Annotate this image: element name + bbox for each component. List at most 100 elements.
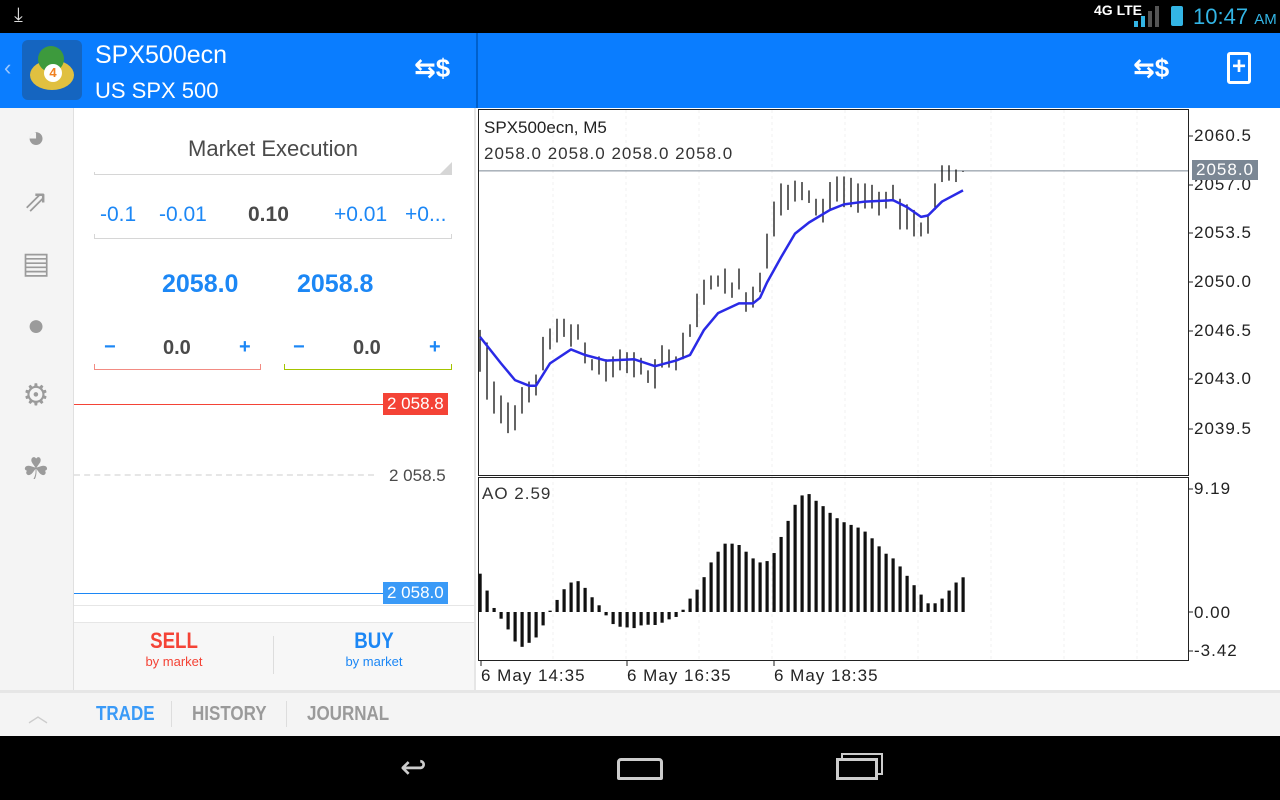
x-tick: 6 May 16:35 (627, 666, 732, 685)
ao-bar (576, 581, 580, 612)
volume-step-minus-0.01[interactable]: -0.01 (159, 203, 207, 226)
ao-bar (940, 598, 944, 612)
ao-y-tick: -3.42 (1194, 641, 1238, 660)
ao-panel-frame (478, 477, 1189, 661)
ao-bar (793, 504, 797, 612)
buy-label: BUY (354, 628, 394, 653)
volume-step-minus-0.1[interactable]: -0.1 (100, 203, 137, 226)
recent-apps-icon[interactable] (836, 758, 878, 780)
ao-bar (534, 612, 538, 638)
ao-bar (800, 495, 804, 612)
ao-bar (702, 577, 706, 612)
ao-bar (884, 553, 888, 612)
ask-line-label: 2 058.8 (383, 393, 448, 415)
current-price-label: 2058.0 (1192, 160, 1258, 180)
ao-bar (646, 612, 650, 625)
signal-icon (1134, 5, 1162, 27)
sell-label: SELL (150, 628, 198, 653)
mt4-logo-icon[interactable]: 4 (22, 40, 82, 100)
ao-bar (933, 603, 937, 612)
trade-dollar-icon[interactable]: ⇆$ (414, 53, 451, 83)
ao-bar (730, 543, 734, 612)
ao-bar (611, 612, 615, 625)
community-icon[interactable]: ☘ (22, 453, 50, 486)
ao-bar (492, 607, 496, 612)
app-bar: ‹ 4 SPX500ecn US SPX 500 ⇆$ ⇆$ + (0, 33, 1280, 108)
tp-plus-button[interactable]: + (429, 336, 441, 358)
bid-price: 2058.0 (162, 270, 239, 298)
y-tick: 2039.5 (1194, 419, 1252, 438)
ao-bar (653, 612, 657, 625)
network-icon: 4G LTE (1094, 2, 1142, 18)
tp-minus-button[interactable]: − (293, 336, 305, 358)
ao-bar (695, 589, 699, 612)
moving-average-line (479, 189, 964, 387)
ao-bar (751, 558, 755, 612)
symbol-description: US SPX 500 (95, 78, 219, 103)
buy-sublabel: by market (345, 654, 403, 669)
news-icon[interactable]: ▤ (21, 247, 51, 280)
ao-bar (723, 543, 727, 612)
back-icon[interactable]: ↩ (400, 749, 427, 785)
tab-journal[interactable]: JOURNAL (307, 703, 390, 725)
ao-bar (590, 597, 594, 612)
stop-loss-field[interactable]: 0.0 (163, 337, 191, 359)
ao-bar (583, 587, 587, 612)
ao-bar (660, 612, 664, 623)
chart-svg (478, 109, 1193, 666)
ao-bar (527, 612, 531, 643)
ao-bar (856, 527, 860, 612)
mid-line (74, 474, 374, 476)
chat-icon[interactable]: ● (26, 309, 46, 342)
ohlc-readout: 2058.0 2058.0 2058.0 2058.0 (484, 144, 734, 163)
new-order-icon[interactable]: + (1227, 52, 1251, 84)
ao-bar (506, 612, 510, 630)
ao-bar (667, 612, 671, 620)
take-profit-field[interactable]: 0.0 (353, 337, 381, 359)
volume-field[interactable]: 0.10 (248, 203, 289, 226)
ao-bar (849, 524, 853, 612)
tab-history[interactable]: HISTORY (192, 703, 267, 725)
ao-bar (814, 500, 818, 612)
home-icon[interactable] (617, 758, 663, 780)
volume-step-plus-0.1[interactable]: +0... (405, 203, 447, 226)
symbol-title: SPX500ecn (95, 41, 228, 69)
ao-bar (709, 562, 713, 612)
ao-bar (681, 609, 685, 612)
ao-bar (898, 566, 902, 612)
ao-bar (597, 605, 601, 612)
sl-minus-button[interactable]: − (104, 336, 116, 358)
tab-trade[interactable]: TRADE (96, 703, 155, 725)
sl-plus-button[interactable]: + (239, 336, 251, 358)
mid-line-label: 2 058.5 (389, 466, 446, 485)
ao-bar (632, 612, 636, 629)
buy-button[interactable]: BUY by market (274, 628, 474, 688)
ao-bar (618, 612, 622, 627)
navigation-bar: ↩ (0, 736, 1280, 800)
ao-bar (772, 553, 776, 612)
trade-dollar-icon-right[interactable]: ⇆$ (1133, 53, 1170, 83)
sell-button[interactable]: SELL by market (74, 628, 274, 688)
back-chevron-icon[interactable]: ‹ (4, 55, 12, 80)
ao-bar (961, 577, 965, 612)
y-tick: 2053.5 (1194, 223, 1252, 242)
quotes-icon[interactable]: ◕ (26, 121, 46, 154)
chart-area[interactable]: SPX500ecn, M5 2058.0 2058.0 2058.0 2058.… (476, 108, 1280, 690)
trade-icon[interactable]: ⇗ (23, 185, 49, 218)
bid-line-label: 2 058.0 (383, 582, 448, 604)
execution-type-select[interactable]: Market Execution (188, 136, 358, 161)
x-tick: 6 May 18:35 (774, 666, 879, 685)
expand-chevron-icon[interactable]: ︿ (28, 705, 48, 727)
ao-bar (877, 546, 881, 612)
clock: 10:47 AM (1193, 4, 1277, 29)
sell-sublabel: by market (145, 654, 203, 669)
ao-bar (905, 575, 909, 612)
ao-bar (604, 612, 608, 616)
ao-bar (541, 612, 545, 626)
ao-bar (513, 612, 517, 642)
ao-bar (842, 522, 846, 612)
dropdown-triangle-icon (440, 162, 452, 174)
ao-bar (947, 590, 951, 612)
volume-step-plus-0.01[interactable]: +0.01 (334, 203, 388, 226)
settings-icon[interactable]: ⚙ (22, 379, 50, 412)
